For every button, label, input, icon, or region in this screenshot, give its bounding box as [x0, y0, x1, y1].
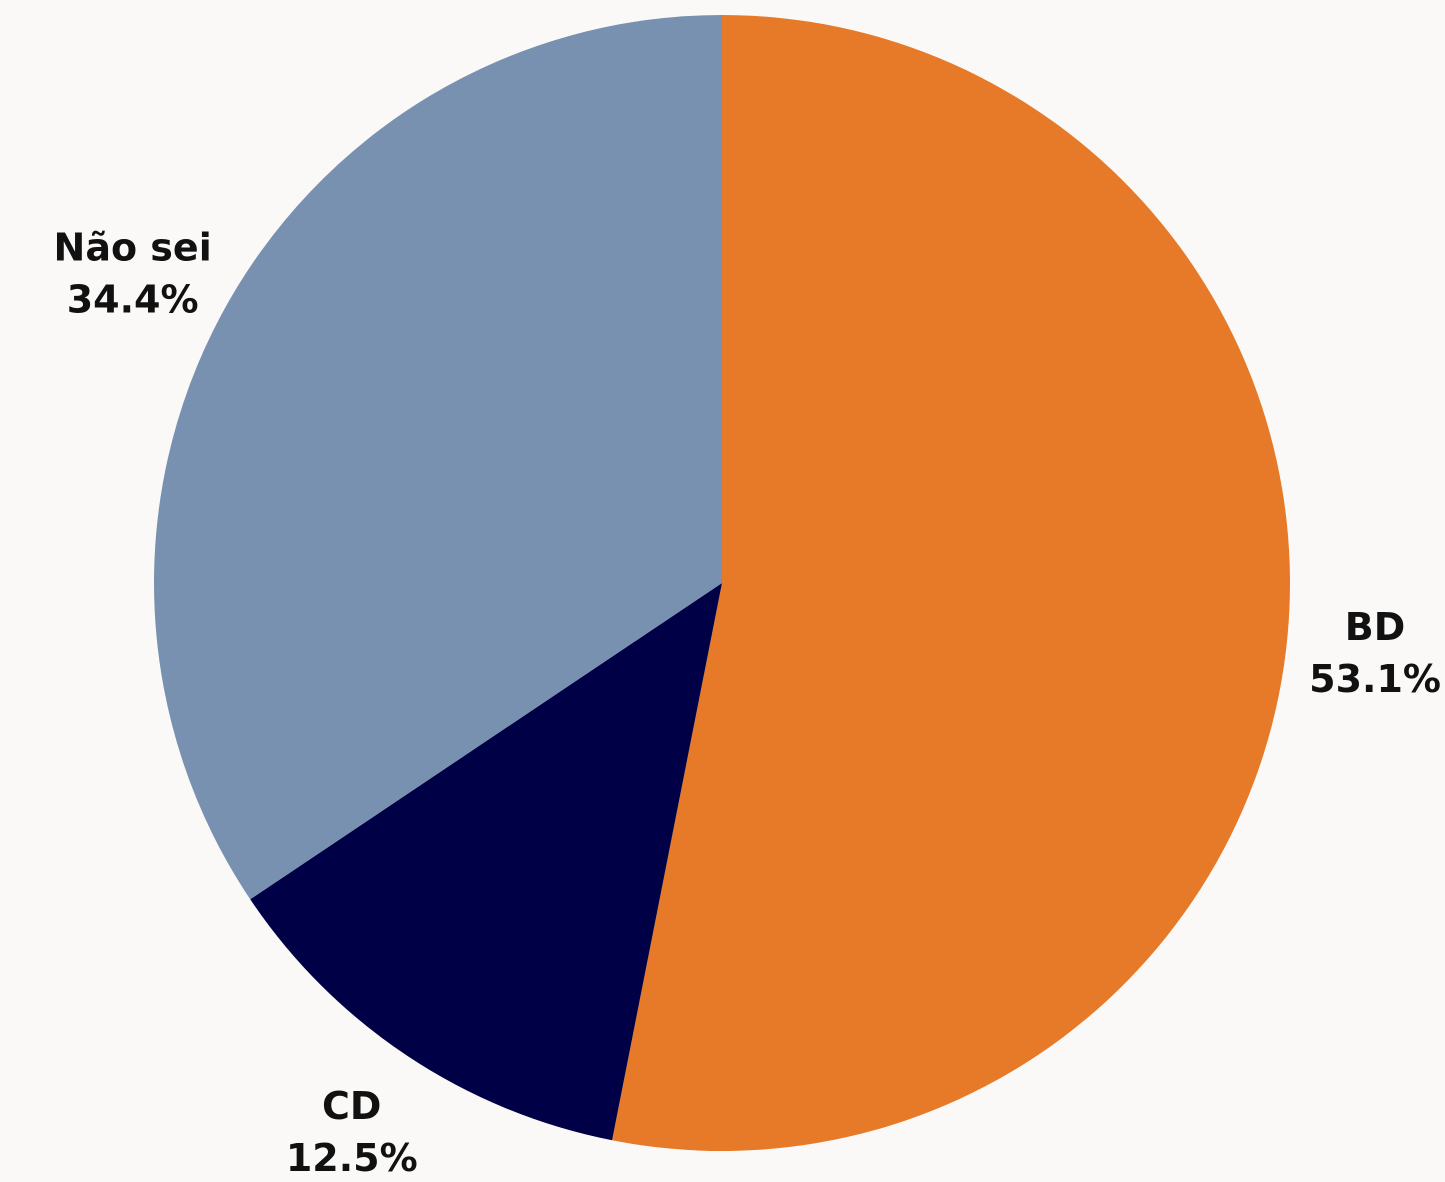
slice-value-bd: 53.1% [1309, 657, 1441, 701]
slice-value-cd: 12.5% [286, 1136, 418, 1180]
slice-value-nao-sei: 34.4% [67, 278, 199, 322]
slice-label-nao-sei: Não sei 34.4% [54, 226, 212, 322]
slice-name-cd: CD [322, 1084, 381, 1128]
pie-slice-nao-sei [154, 15, 722, 900]
pie-labels: BD 53.1% CD 12.5% Não sei 34.4% [54, 226, 1441, 1180]
slice-name-nao-sei: Não sei [54, 226, 212, 270]
slice-label-bd: BD 53.1% [1309, 605, 1441, 701]
pie-slices [154, 15, 1290, 1151]
slice-label-cd: CD 12.5% [286, 1084, 418, 1180]
pie-slice-cd [250, 583, 722, 1141]
pie-slice-bd [612, 15, 1290, 1151]
slice-name-bd: BD [1345, 605, 1406, 649]
